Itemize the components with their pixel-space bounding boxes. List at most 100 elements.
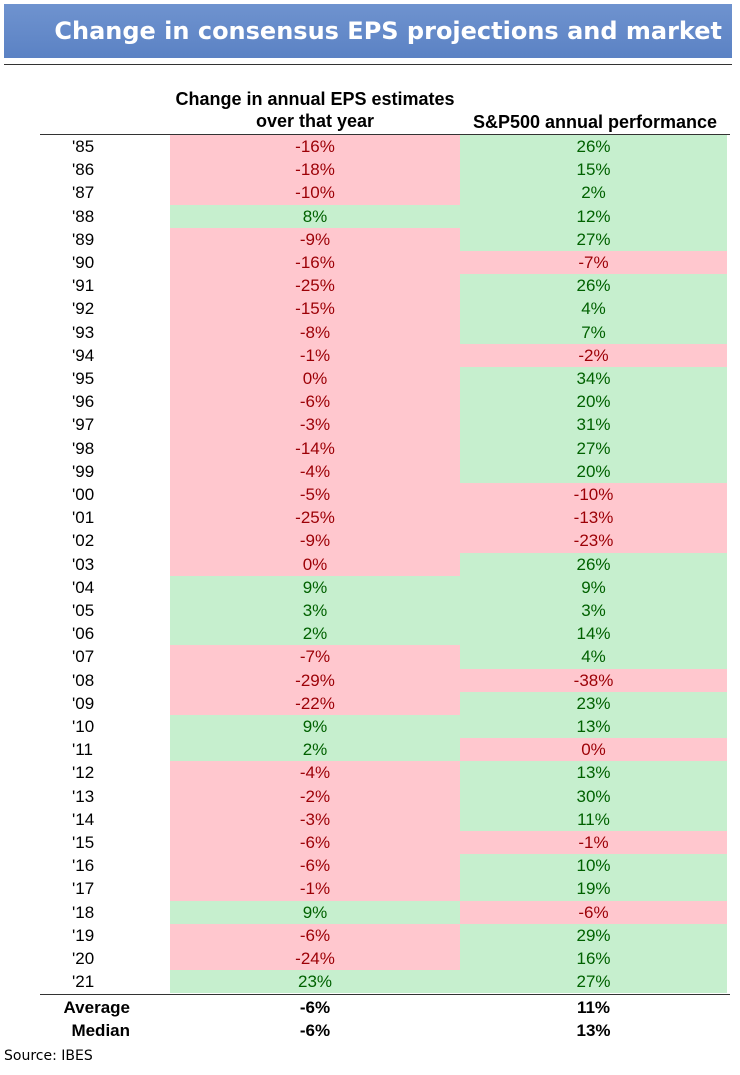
table-row: '92 -15% 4%	[0, 297, 740, 321]
row-label: '16	[72, 856, 95, 876]
table-cell: 7%	[460, 320, 727, 344]
row-label: '10	[72, 717, 95, 736]
table-cell: -6%	[170, 854, 460, 878]
table-cell: 26%	[460, 552, 727, 576]
row-label: '21	[72, 972, 95, 992]
table-row: '99 -4% 20%	[0, 459, 740, 483]
table-cell: -8%	[170, 320, 460, 344]
table-row: '88 8% 12%	[0, 204, 740, 228]
table-cell: -6%	[299, 998, 331, 1017]
table-row: '14 -3% 11%	[0, 807, 740, 831]
table-row: '00 -5% -10%	[0, 483, 740, 507]
row-label: '04	[72, 577, 95, 597]
divider	[40, 134, 730, 135]
summary-row: Average -6% 11%	[0, 996, 740, 1019]
table-row: '06 2% 14%	[0, 622, 740, 646]
table-cell: -23%	[460, 529, 727, 553]
table-cell: 27%	[460, 970, 727, 994]
table-row: '20 -24% 16%	[0, 947, 740, 971]
row-label: '89	[72, 229, 95, 249]
source-note: Source: IBES	[4, 1048, 93, 1064]
table-cell: -29%	[170, 668, 460, 692]
row-label: '06	[72, 624, 95, 644]
table-cell: 34%	[460, 367, 727, 391]
column-header: S&P500 annual performance	[472, 112, 718, 132]
table-cell: -25%	[170, 274, 460, 298]
table-cell: -6%	[170, 831, 460, 855]
row-label: '14	[72, 809, 95, 829]
table-cell: -3%	[170, 807, 460, 831]
table-cell: -4%	[170, 761, 460, 785]
divider	[40, 994, 730, 995]
table-cell: -24%	[170, 947, 460, 971]
table-cell: -1%	[170, 343, 460, 367]
table-row: '97 -3% 31%	[0, 413, 740, 437]
table-row: '89 -9% 27%	[0, 227, 740, 251]
table-row: '93 -8% 7%	[0, 320, 740, 344]
table-row: '02 -9% -23%	[0, 529, 740, 553]
table-cell: -6%	[170, 390, 460, 414]
table-cell: 9%	[170, 575, 460, 599]
row-label: '88	[72, 206, 95, 226]
row-label: '19	[72, 925, 95, 945]
table-cell: 0%	[170, 367, 460, 391]
table-cell: 19%	[460, 877, 727, 901]
table-cell: 2%	[460, 181, 727, 205]
table-cell: -9%	[170, 227, 460, 251]
table-row: '10 9% 13%	[0, 715, 740, 739]
row-label: '86	[72, 160, 95, 180]
table-cell: -13%	[460, 506, 727, 530]
table-cell: -10%	[170, 181, 460, 205]
table-cell: 26%	[460, 274, 727, 298]
divider	[4, 64, 732, 65]
table-row: '01 -25% -13%	[0, 506, 740, 530]
table-cell: 13%	[460, 715, 727, 739]
table-row: '12 -4% 13%	[0, 761, 740, 785]
row-label: '20	[72, 949, 95, 968]
table-cell: 10%	[460, 854, 727, 878]
row-label: '92	[72, 299, 95, 319]
table-cell: -4%	[170, 459, 460, 483]
row-label: '18	[72, 902, 95, 922]
table-cell: 26%	[460, 135, 727, 159]
row-label: '91	[72, 276, 95, 296]
table-cell: -38%	[460, 668, 727, 692]
table-cell: -6%	[299, 1021, 331, 1041]
table-cell: -1%	[460, 831, 727, 855]
table-row: '04 9% 9%	[0, 575, 740, 599]
row-label: '93	[72, 322, 95, 342]
table-row: '21 23% 27%	[0, 970, 740, 994]
table-cell: -10%	[460, 483, 727, 507]
row-label: Average	[63, 998, 130, 1017]
row-label: '03	[72, 554, 95, 574]
table-row: '95 0% 34%	[0, 367, 740, 391]
table-row: '96 -6% 20%	[0, 390, 740, 414]
table-cell: 9%	[170, 900, 460, 924]
row-label: '02	[72, 531, 95, 551]
table-row: '17 -1% 19%	[0, 877, 740, 901]
table-cell: 2%	[170, 738, 460, 762]
row-label: '12	[72, 763, 95, 783]
table-cell: 11%	[460, 807, 727, 831]
table-cell: 11%	[576, 998, 611, 1017]
table-cell: 2%	[170, 622, 460, 646]
table-cell: -5%	[170, 483, 460, 507]
table-row: '16 -6% 10%	[0, 854, 740, 878]
table-row: '11 2% 0%	[0, 738, 740, 762]
table-cell: 3%	[170, 599, 460, 623]
table-cell: -16%	[170, 251, 460, 275]
table-cell: 23%	[460, 691, 727, 715]
table-row: '90 -16% -7%	[0, 251, 740, 275]
table-cell: 9%	[460, 575, 727, 599]
table-row: '87 -10% 2%	[0, 181, 740, 205]
summary-row: Median -6% 13%	[0, 1019, 740, 1042]
table-cell: -14%	[170, 436, 460, 460]
row-label: '00	[72, 485, 95, 504]
table-row: '05 3% 3%	[0, 599, 740, 623]
table-cell: -16%	[170, 135, 460, 159]
table-cell: 31%	[460, 413, 727, 437]
table-cell: 4%	[460, 645, 727, 669]
table-cell: 15%	[460, 158, 727, 182]
table-cell: -25%	[170, 506, 460, 530]
table-cell: 30%	[460, 784, 727, 808]
